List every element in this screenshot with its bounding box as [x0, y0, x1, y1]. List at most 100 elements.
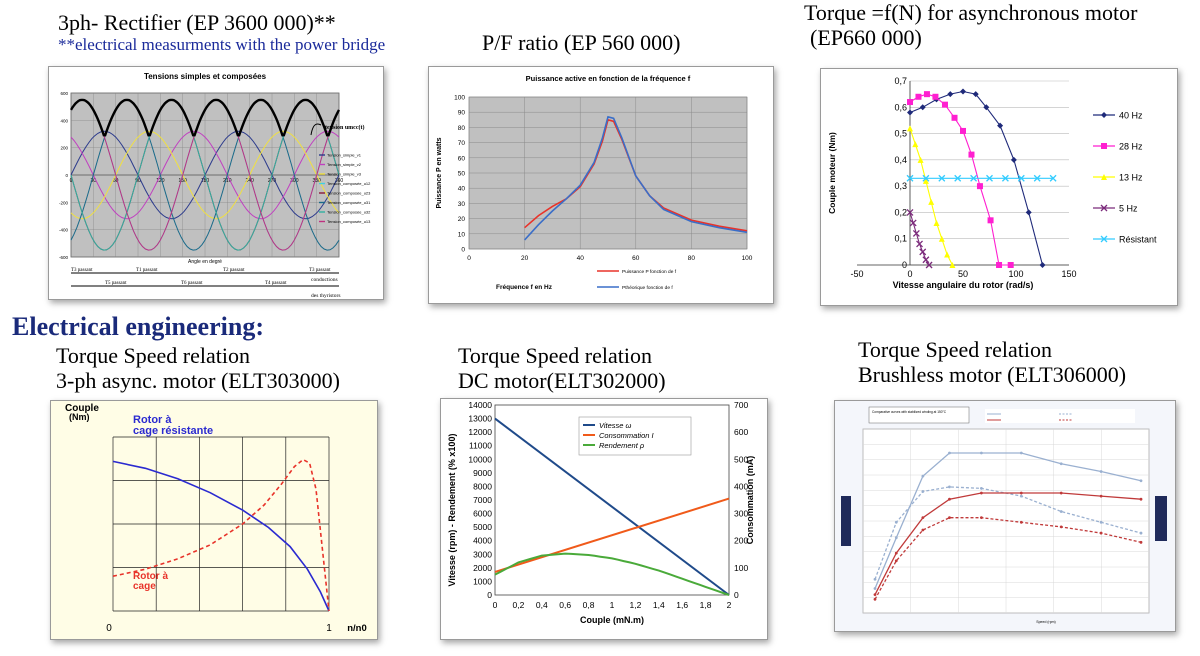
data-point	[873, 577, 877, 581]
x-tick-label: 150	[1061, 269, 1076, 279]
data-point	[960, 88, 966, 95]
y-tick-label: 200	[60, 146, 68, 151]
legend-box-left	[868, 406, 970, 424]
data-point	[917, 156, 924, 163]
data-point	[938, 174, 946, 182]
background	[51, 401, 377, 639]
x-axis-label: n/n0	[347, 623, 367, 634]
conduction-label: T3 passant	[309, 268, 331, 273]
x-tick-label: 1,4	[653, 600, 665, 610]
x-tick-label: 80	[688, 255, 696, 262]
y-tick-label: 10	[458, 231, 466, 238]
data-point	[873, 593, 877, 597]
legend-envelope-glyph	[310, 123, 322, 136]
legend-box-right	[985, 409, 1135, 423]
y-axis-label: Vitesse (rpm) - Rendement (% x100)	[447, 434, 457, 587]
legend-label: Tension_composée_u23	[327, 191, 371, 196]
y-tick-label: 0,5	[894, 129, 907, 139]
data-point	[1010, 156, 1017, 163]
x-tick-label: 2	[727, 600, 732, 610]
x-tick-label: 1,6	[676, 600, 688, 610]
x-tick-label: 330	[312, 178, 321, 184]
y-tick-label: 0,4	[894, 155, 907, 165]
data-point	[944, 251, 951, 258]
x-axis-label: Fréquence f en Hz	[496, 284, 553, 291]
x-tick-label: 100	[1008, 269, 1023, 279]
y-tick-label: 0	[487, 590, 492, 600]
data-point	[954, 174, 962, 182]
data-point	[970, 174, 978, 182]
y-tick-label: 9000	[473, 468, 492, 478]
conduction-label: T2 passant	[223, 268, 245, 273]
data-point	[894, 559, 898, 563]
series-line	[524, 118, 748, 232]
x-tick-label: 60	[113, 178, 119, 184]
legend-label: Tension_composée_u32	[327, 210, 371, 215]
chart-ts-dc: 0100020003000400050006000700080009000100…	[447, 400, 755, 625]
x-tick-label: 150	[178, 178, 187, 184]
series-annotation: Rotor à	[133, 414, 172, 426]
y-tick-label: 4000	[473, 536, 492, 546]
y-axis-label: Puissance P en watts	[436, 137, 443, 208]
caption-ts-async-line2: 3-ph async. motor (ELT303000)	[56, 368, 340, 394]
y-tick-label: 6000	[473, 509, 492, 519]
y2-tick-label: 500	[734, 454, 748, 464]
x-axis-label: Angle en degré	[188, 259, 222, 265]
data-point	[907, 109, 913, 116]
x-axis-label: Vitesse angulaire du rotor (rad/s)	[893, 280, 1034, 290]
data-point	[916, 240, 923, 248]
data-point	[928, 198, 935, 205]
chart-ts-bl: Comparative curves with stabilized windi…	[835, 401, 1175, 631]
y-tick-label: -200	[59, 200, 69, 205]
x-tick-label: 50	[958, 269, 968, 279]
y-tick-label: 3000	[473, 549, 492, 559]
data-point	[968, 151, 975, 158]
chart-ts-bl-panel: Comparative curves with stabilized windi…	[834, 400, 1176, 632]
y2-tick-label: 600	[734, 427, 748, 437]
y-tick-label: 50	[458, 171, 466, 178]
x-tick-label: 100	[742, 255, 753, 262]
y-axis-label: Couple moteur (Nm)	[827, 132, 837, 214]
data-point	[873, 587, 877, 590]
series-line	[494, 552, 730, 596]
y-tick-label: 0,1	[894, 234, 907, 244]
data-point	[1099, 531, 1103, 535]
chart-torque-async: 00,10,20,30,40,50,60,7-50 0 50 100 150Couple…	[827, 76, 1157, 290]
data-point	[906, 208, 914, 216]
legend-label: Vitesse ω	[599, 421, 632, 430]
chart-rectifier: Tensions simples et composées -600 -400 -20…	[59, 72, 371, 299]
data-point	[933, 219, 940, 226]
data-point	[1007, 262, 1014, 268]
chart-pf: Puissance active en fonction de la fréqu…	[436, 74, 753, 291]
data-point	[909, 219, 917, 227]
data-point	[948, 497, 951, 501]
x-tick-label: 210	[223, 178, 232, 184]
data-point	[894, 551, 898, 555]
right-axis-band	[1155, 496, 1167, 541]
x-tick-label: 1	[326, 623, 332, 634]
caption-torque-line2: (EP660 000)	[810, 25, 922, 51]
caption-ts-bl-line1: Torque Speed relation	[858, 337, 1052, 362]
x-tick-label: -50	[850, 269, 863, 279]
caption-rectifier-line2: **electrical measurments with the power …	[58, 35, 386, 55]
x-tick-label: 1,8	[700, 600, 712, 610]
chart-ts-dc-panel: 0 1000 2000 3000 4000 5000 6000 7000 8000 9000 100…	[440, 398, 768, 640]
chart-torque-async-panel: 0 0,1 0,2 0,3 0,4 0,5 0,6 0,7 -50 0 50 100 150 Couple…	[820, 68, 1178, 306]
y2-tick-label: 200	[734, 536, 748, 546]
data-point	[960, 127, 966, 134]
chart-title: Tensions simples et composées	[144, 72, 267, 81]
y-tick-label: 0	[65, 173, 68, 178]
data-point	[980, 491, 983, 495]
series-line	[112, 458, 330, 612]
data-point	[1019, 520, 1023, 524]
y-tick-label: -400	[59, 228, 69, 233]
y-axis-unit: (Nm)	[69, 412, 90, 422]
caption-ts-bl-line2: Brushless motor (ELT306000)	[858, 362, 1127, 388]
data-point	[932, 93, 939, 100]
data-point	[1049, 174, 1057, 182]
data-point	[980, 487, 983, 490]
x-tick-label: 20	[521, 255, 529, 262]
data-point	[1039, 262, 1046, 268]
y2-tick-label: 100	[734, 563, 748, 573]
